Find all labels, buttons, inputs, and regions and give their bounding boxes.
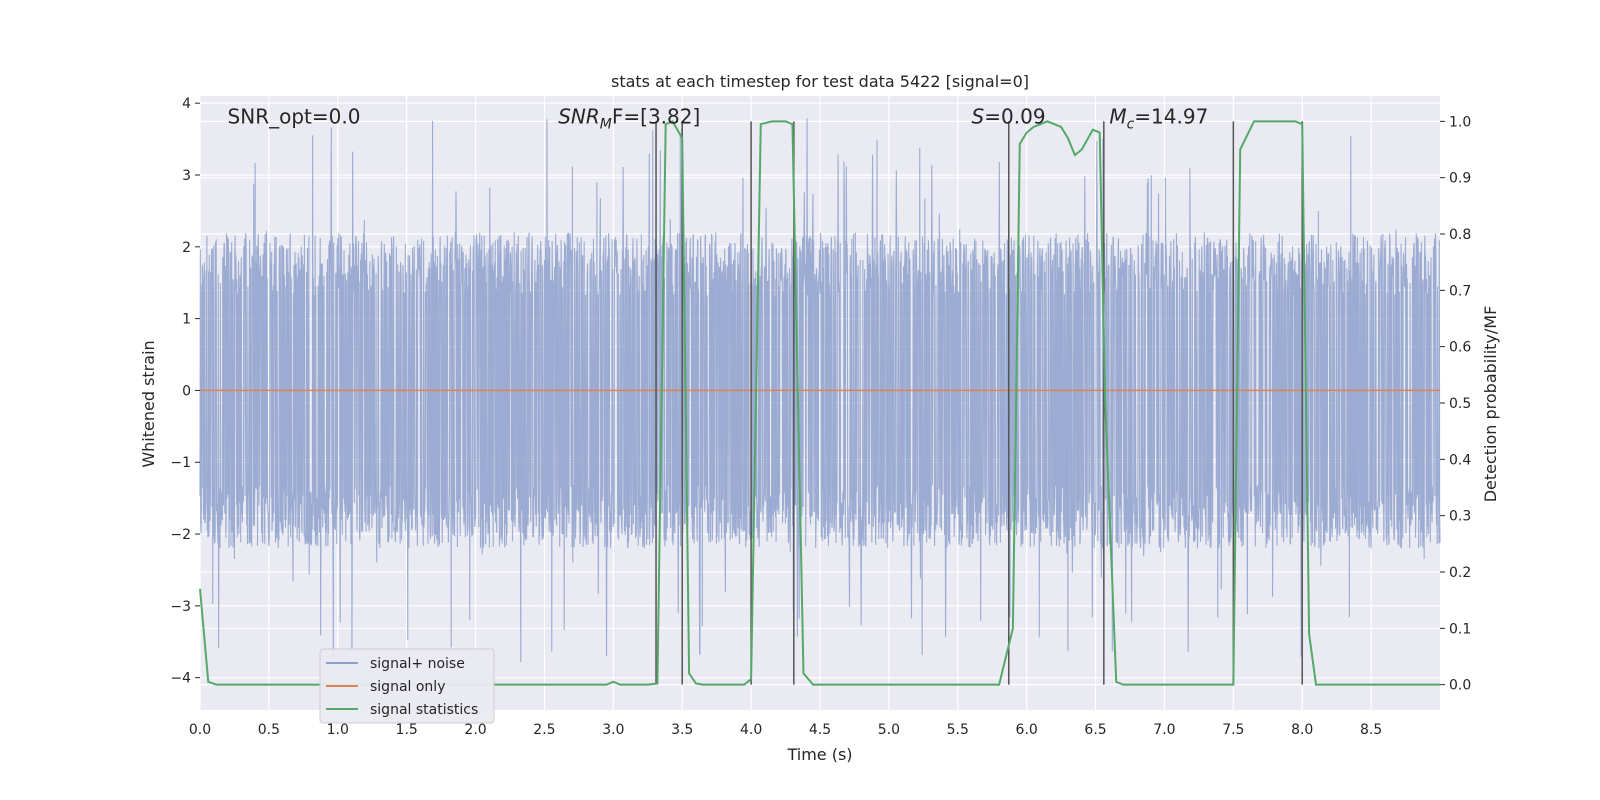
left-y-tick-label: 4 (182, 96, 191, 112)
right-y-tick-label: 0.0 (1449, 678, 1471, 694)
left-y-tick-label: 0 (182, 383, 191, 399)
signal-statistics-line (199, 120, 1440, 686)
x-tick-label: 3.0 (602, 722, 624, 738)
x-tick-label: 7.5 (1222, 722, 1244, 738)
x-tick-label: 2.5 (533, 722, 555, 738)
x-tick-label: 8.0 (1291, 722, 1313, 738)
legend-box (319, 648, 495, 724)
right-y-tick-label: 0.3 (1449, 509, 1471, 525)
x-tick-label: 4.5 (809, 722, 831, 738)
legend-label-signal-only: signal only (370, 679, 445, 695)
left-y-ticks: −4 −3 −2 −1 0 1 2 3 4 (170, 96, 200, 687)
annotations: SNR_opt=0.0 SNRMF=[3.82] S=0.09 Mc=14.97 (228, 105, 1209, 133)
legend-label-signal-noise: signal+ noise (370, 656, 465, 672)
y-axis-label-right: Detection probability/MF (1481, 306, 1500, 503)
x-axis-label: Time (s) (786, 745, 852, 764)
left-y-tick-label: 2 (182, 240, 191, 256)
right-y-tick-label: 0.1 (1449, 621, 1471, 637)
x-tick-label: 4.0 (740, 722, 762, 738)
x-tick-label: 6.0 (1016, 722, 1038, 738)
left-y-tick-label: −1 (170, 455, 191, 471)
series-signal-statistics (199, 120, 1440, 686)
right-y-tick-label: 0.9 (1449, 171, 1471, 187)
x-tick-label: 0.0 (189, 722, 211, 738)
right-y-ticks: 0.0 0.1 0.2 0.3 0.4 0.5 0.6 0.7 0.8 0.9 1.0 (1440, 114, 1471, 694)
right-y-tick-label: 0.2 (1449, 565, 1471, 581)
left-y-tick-label: −4 (170, 671, 191, 687)
chart-title: stats at each timestep for test data 542… (611, 72, 1029, 91)
left-y-tick-label: −3 (170, 599, 191, 615)
x-tick-label: 5.5 (947, 722, 969, 738)
x-tick-label: 1.0 (327, 722, 349, 738)
legend: signal+ noise signal only signal statist… (319, 648, 495, 724)
x-ticks: 0.0 0.5 1.0 1.5 2.0 2.5 3.0 3.5 4.0 4.5 5.0 5.5 6.0 6… (189, 722, 1382, 738)
annotation-text: SNRMF=[3.82] (558, 105, 700, 133)
x-tick-label: 6.5 (1084, 722, 1106, 738)
x-tick-label: 1.5 (396, 722, 418, 738)
y-axis-label-left: Whitened strain (139, 340, 158, 467)
left-y-tick-label: −2 (170, 527, 191, 543)
annotation-text: S=0.09 (972, 105, 1046, 129)
legend-label-signal-statistics: signal statistics (370, 702, 478, 718)
x-tick-label: 3.5 (671, 722, 693, 738)
right-y-tick-label: 0.7 (1449, 283, 1471, 299)
right-y-tick-label: 0.8 (1449, 227, 1471, 243)
right-y-tick-label: 0.6 (1449, 340, 1471, 356)
x-tick-label: 8.5 (1360, 722, 1382, 738)
left-y-tick-label: 1 (182, 312, 191, 328)
left-y-tick-label: 3 (182, 168, 191, 184)
annotation-text: SNR_opt=0.0 (228, 105, 361, 129)
x-tick-label: 0.5 (258, 722, 280, 738)
annotation-text: Mc=14.97 (1109, 105, 1208, 133)
x-tick-label: 2.0 (464, 722, 486, 738)
x-tick-label: 7.0 (1153, 722, 1175, 738)
right-y-tick-label: 0.4 (1449, 452, 1471, 468)
x-tick-label: 5.0 (878, 722, 900, 738)
right-y-tick-label: 1.0 (1449, 114, 1471, 130)
right-y-tick-label: 0.5 (1449, 396, 1471, 412)
